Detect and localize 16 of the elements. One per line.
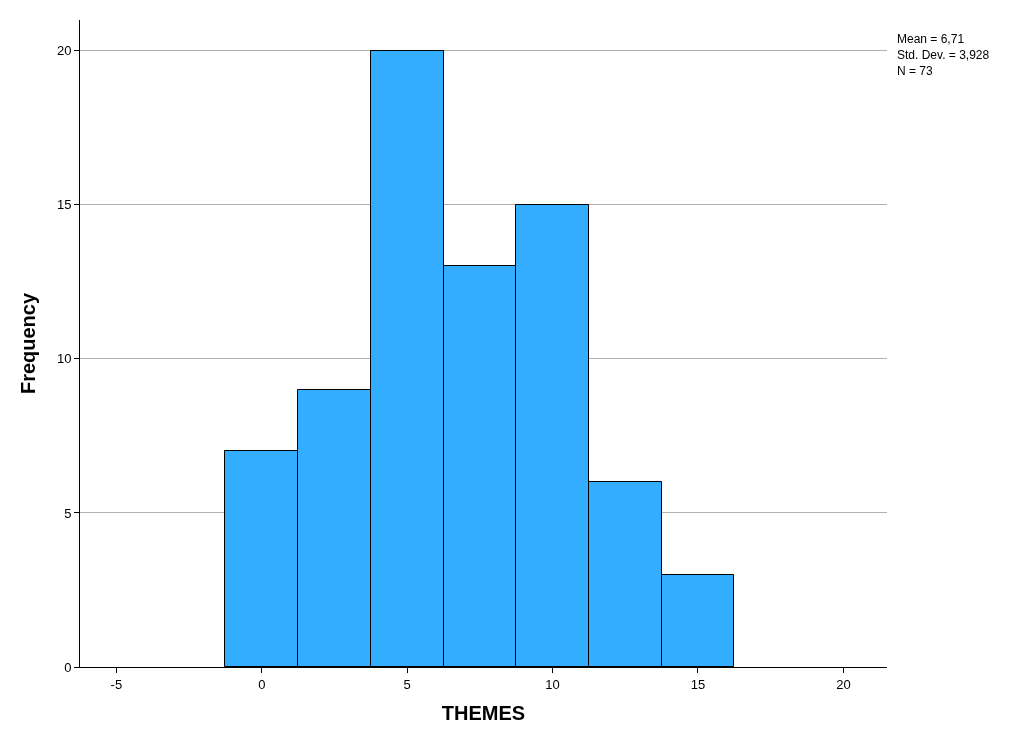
y-tick-label: 5 <box>64 505 72 521</box>
y-tick-label: 0 <box>64 659 72 675</box>
x-tick-label: 20 <box>836 676 851 692</box>
x-tick-label: 5 <box>403 676 411 692</box>
y-axis-title: Frequency <box>17 292 40 395</box>
x-tick-label: -5 <box>110 676 123 692</box>
text: Std. Dev. = 3,928 <box>897 48 990 62</box>
x-tick-label: 0 <box>258 676 266 692</box>
x-axis-title: THEMES <box>441 702 526 725</box>
y-tick-label: 10 <box>56 351 72 367</box>
x-tick-label: 15 <box>690 676 706 692</box>
x-tick-label: 10 <box>545 676 560 692</box>
text: N = 73 <box>897 64 934 78</box>
y-tick-label: 20 <box>56 43 72 59</box>
text: Mean = 6,71 <box>897 32 965 46</box>
y-tick-label: 15 <box>56 197 72 213</box>
